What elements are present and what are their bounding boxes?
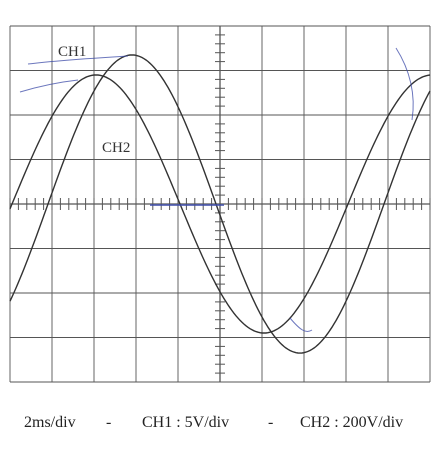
ch2-setting: CH2 : 200V/div — [300, 414, 404, 431]
ch1-setting: CH1 : 5V/div — [142, 414, 230, 431]
ch1-trace-label: CH1 — [58, 44, 86, 60]
separator-2: - — [268, 414, 274, 431]
timebase-setting: 2ms/div — [24, 414, 76, 431]
ch2-trace — [9, 74, 431, 334]
graticule-ticks — [9, 25, 431, 383]
oscilloscope-screen: CH1 CH2 — [9, 25, 431, 383]
ch1-trace — [9, 54, 431, 354]
handwritten-marks — [19, 47, 414, 332]
separator-1: - — [106, 414, 112, 431]
ch2-trace-label: CH2 — [102, 140, 130, 156]
